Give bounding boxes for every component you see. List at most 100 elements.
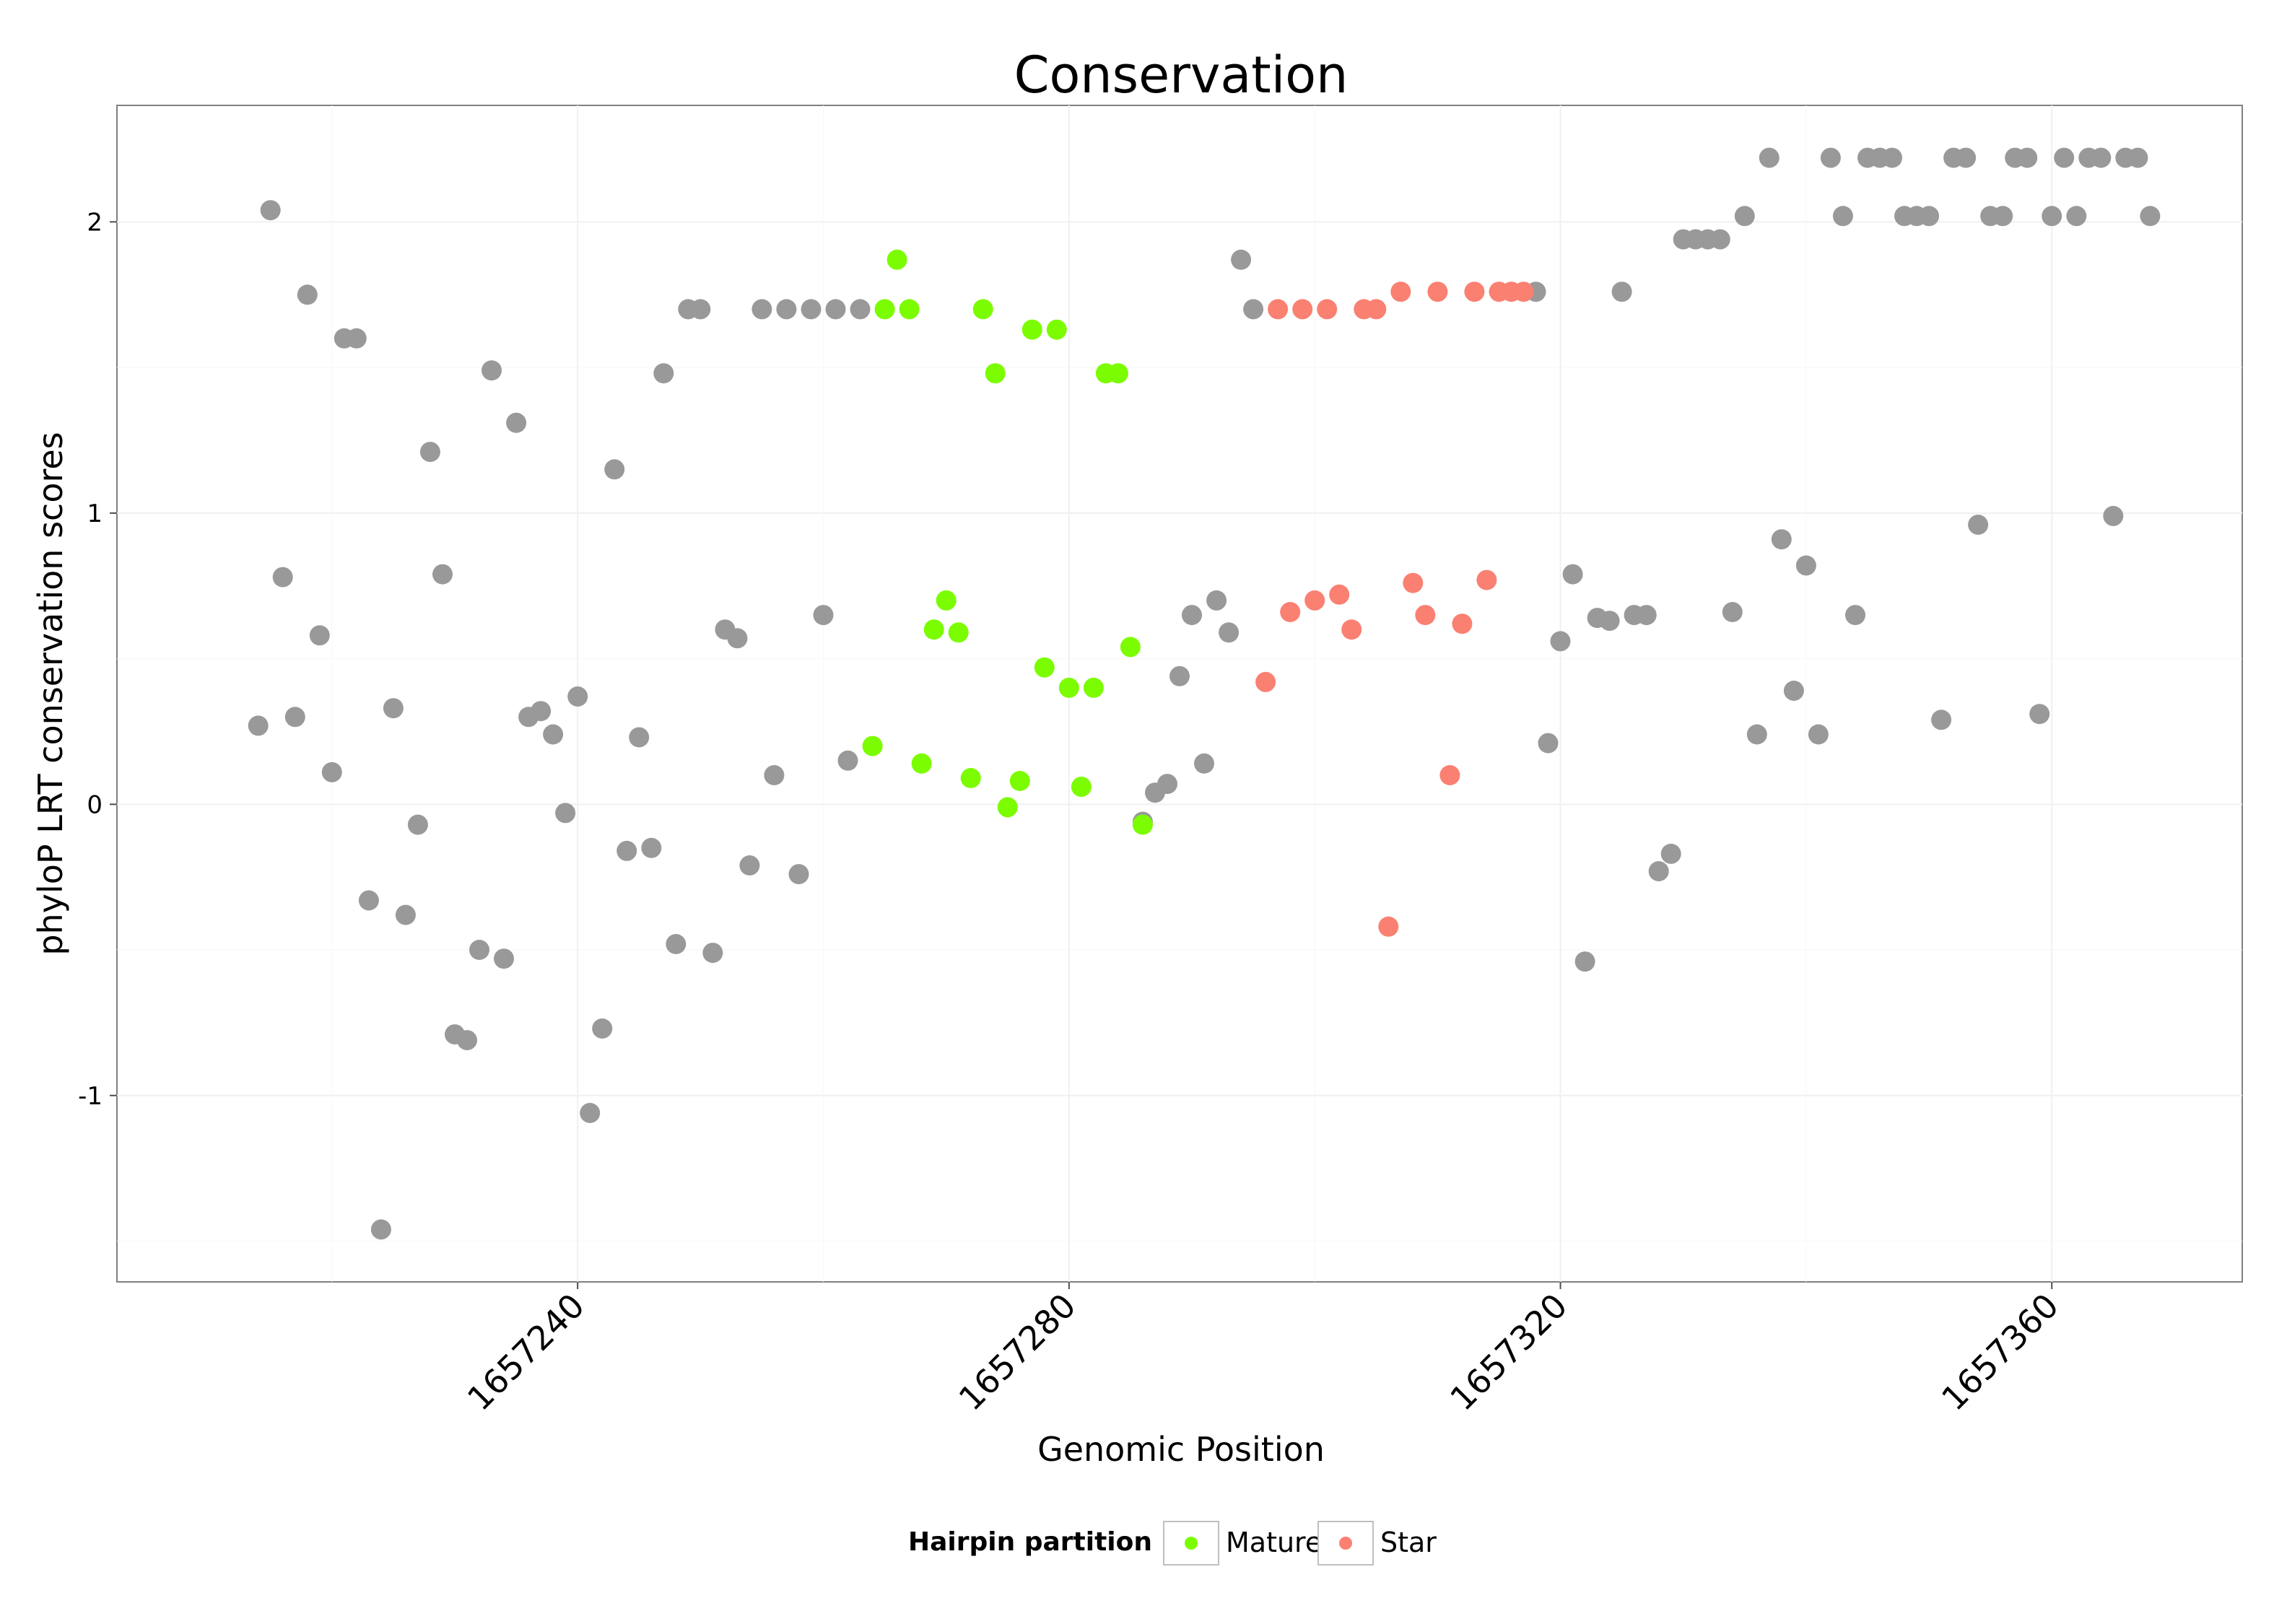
data-point-other bbox=[2066, 206, 2087, 227]
legend-marker-mature bbox=[1185, 1537, 1198, 1550]
data-point-other bbox=[1771, 529, 1792, 550]
plot-panel bbox=[116, 105, 2243, 1283]
data-point-mature bbox=[1120, 637, 1141, 658]
data-point-star bbox=[1476, 569, 1497, 590]
data-point-other bbox=[1734, 206, 1755, 227]
data-point-other bbox=[666, 934, 687, 954]
data-point-other bbox=[1660, 843, 1681, 864]
data-point-star bbox=[1280, 602, 1301, 622]
data-point-other bbox=[801, 299, 822, 320]
y-tick-label: 2 bbox=[87, 208, 103, 237]
data-point-other bbox=[702, 943, 723, 964]
data-point-mature bbox=[886, 249, 907, 270]
legend-title: Hairpin partition bbox=[908, 1527, 1152, 1557]
y-tick-label: 0 bbox=[87, 790, 103, 819]
data-point-other bbox=[1194, 753, 1214, 774]
data-point-other bbox=[1845, 605, 1865, 626]
data-point-other bbox=[2029, 704, 2050, 725]
data-point-mature bbox=[960, 768, 981, 788]
data-point-other bbox=[1808, 724, 1829, 745]
data-point-star bbox=[1452, 614, 1473, 634]
grid-lines bbox=[117, 105, 2242, 1282]
data-point-other bbox=[531, 701, 552, 722]
data-point-other bbox=[506, 412, 527, 433]
data-point-other bbox=[1956, 147, 1977, 168]
data-point-other bbox=[1746, 724, 1767, 745]
data-point-other bbox=[1611, 281, 1632, 302]
data-point-star bbox=[1415, 605, 1436, 626]
data-point-other bbox=[494, 948, 514, 969]
data-point-other bbox=[2017, 147, 2038, 168]
data-point-other bbox=[1169, 665, 1190, 686]
data-point-other bbox=[2127, 147, 2148, 168]
data-point-other bbox=[617, 840, 637, 861]
data-point-other bbox=[629, 727, 650, 748]
data-point-other bbox=[739, 855, 760, 876]
data-point-mature bbox=[1009, 771, 1030, 791]
data-point-other bbox=[555, 803, 576, 824]
data-point-other bbox=[1709, 229, 1730, 250]
data-point-other bbox=[1783, 681, 1804, 701]
data-point-mature bbox=[899, 299, 920, 320]
y-axis-label: phyloP LRT conservation scores bbox=[31, 432, 70, 955]
data-point-other bbox=[788, 864, 809, 885]
data-point-star bbox=[1366, 299, 1387, 320]
data-point-other bbox=[727, 628, 748, 649]
y-axis: -1 0 1 2 bbox=[78, 208, 117, 1111]
data-point-other bbox=[469, 940, 489, 960]
data-point-other bbox=[419, 442, 440, 463]
y-tick-label: 1 bbox=[87, 499, 103, 528]
data-point-other bbox=[260, 200, 281, 221]
data-point-mature bbox=[972, 299, 993, 320]
data-point-other bbox=[395, 904, 416, 925]
data-point-other bbox=[297, 284, 318, 305]
data-point-other bbox=[2054, 147, 2075, 168]
data-point-star bbox=[1304, 590, 1325, 611]
data-point-other bbox=[1550, 631, 1571, 652]
data-point-other bbox=[776, 299, 797, 320]
data-point-mature bbox=[1132, 814, 1153, 835]
data-point-other bbox=[248, 715, 269, 736]
data-point-other bbox=[825, 299, 846, 320]
data-point-star bbox=[1317, 299, 1338, 320]
data-point-mature bbox=[1071, 777, 1092, 798]
data-point-star bbox=[1341, 619, 1362, 640]
chart-title: Conservation bbox=[1014, 45, 1349, 105]
data-point-mature bbox=[923, 619, 944, 640]
x-axis-label: Genomic Position bbox=[1037, 1430, 1325, 1469]
data-point-other bbox=[1931, 710, 1952, 730]
data-point-other bbox=[604, 459, 625, 480]
legend-key-mature bbox=[1163, 1521, 1219, 1566]
data-point-other bbox=[1820, 147, 1841, 168]
data-point-other bbox=[2091, 147, 2112, 168]
data-point-other bbox=[1538, 733, 1559, 754]
data-point-other bbox=[1574, 951, 1595, 972]
data-point-other bbox=[383, 698, 404, 719]
data-point-star bbox=[1464, 281, 1485, 302]
x-tick-label: 1657360 bbox=[1934, 1286, 2066, 1418]
data-point-other bbox=[1599, 611, 1620, 632]
data-point-other bbox=[641, 837, 662, 858]
data-point-other bbox=[321, 761, 342, 782]
data-point-other bbox=[813, 605, 834, 626]
data-point-star bbox=[1403, 572, 1424, 593]
legend: Hairpin partition Mature Star bbox=[908, 1521, 1437, 1566]
data-point-star bbox=[1390, 281, 1411, 302]
x-tick-label: 1657240 bbox=[460, 1286, 592, 1418]
data-point-mature bbox=[985, 363, 1006, 384]
data-point-star bbox=[1268, 299, 1289, 320]
data-point-other bbox=[580, 1103, 601, 1123]
data-point-other bbox=[1636, 605, 1657, 626]
data-point-mature bbox=[936, 590, 957, 611]
data-point-other bbox=[2140, 206, 2161, 227]
data-point-other bbox=[837, 750, 858, 771]
data-point-mature bbox=[874, 299, 895, 320]
x-axis: 1657240 1657280 1657320 1657360 bbox=[460, 1282, 2066, 1418]
data-point-other bbox=[543, 724, 564, 745]
data-point-star bbox=[1427, 281, 1448, 302]
data-point-other bbox=[309, 625, 330, 646]
data-point-mature bbox=[997, 797, 1018, 818]
data-point-other bbox=[284, 707, 305, 728]
y-tick-label: -1 bbox=[78, 1082, 103, 1111]
